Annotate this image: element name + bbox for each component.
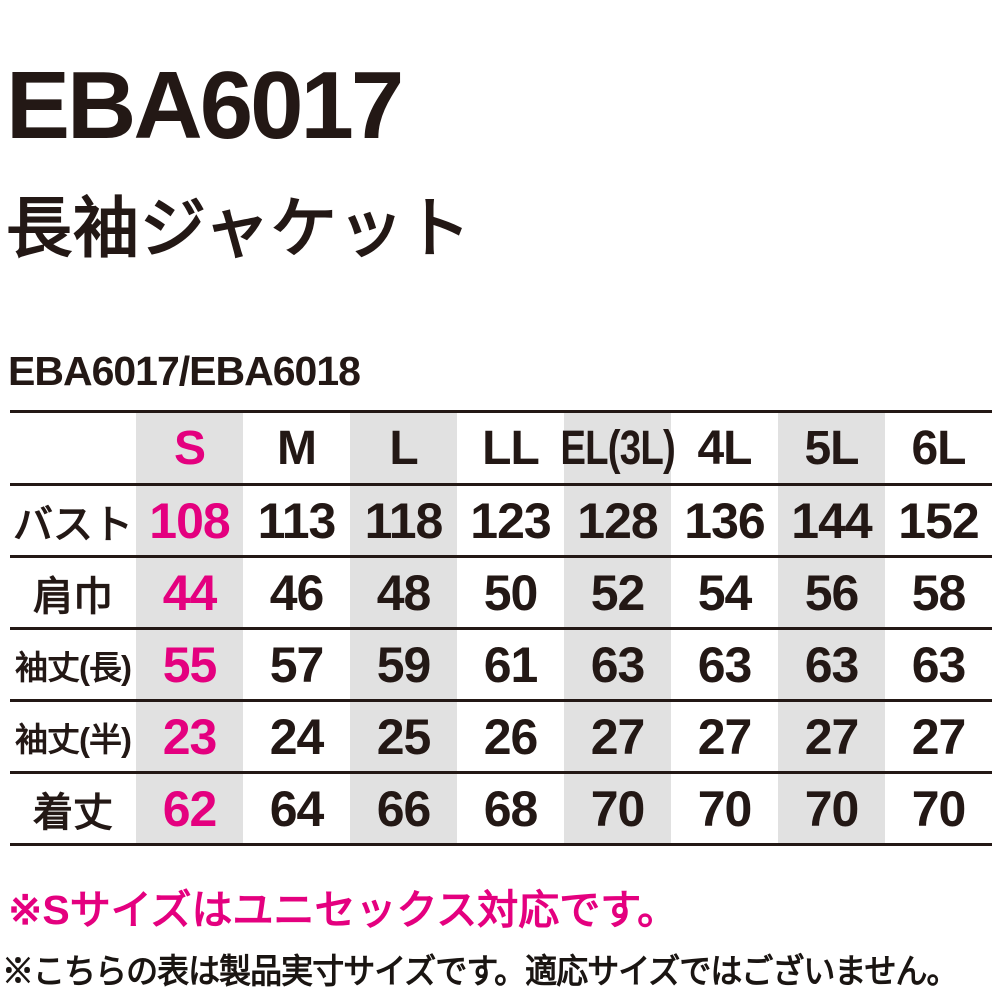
size-value: 70 — [885, 774, 992, 846]
size-value: 63 — [885, 630, 992, 702]
row-label-sleeve-long-text: 袖丈(長) — [15, 648, 132, 686]
size-value: 44 — [136, 558, 243, 630]
actual-size-note: ※こちらの表は製品実寸サイズです。適応サイズではございません。 — [2, 953, 958, 991]
column-header-el3l-label: EL(3L) — [560, 421, 675, 475]
size-table: S M L LL EL(3L) 4L 5L 6L バスト 108 113 118… — [10, 410, 992, 846]
size-value: 25 — [350, 702, 457, 774]
product-code-title: EBA6017 — [6, 52, 404, 159]
product-name: 長袖ジャケット — [6, 191, 472, 265]
size-value: 152 — [885, 486, 992, 558]
corner-cell — [10, 413, 136, 486]
size-value: 24 — [243, 702, 350, 774]
size-value: 50 — [457, 558, 564, 630]
size-value: 57 — [243, 630, 350, 702]
size-value: 113 — [243, 486, 350, 558]
size-value: 48 — [350, 558, 457, 630]
size-value: 70 — [671, 774, 778, 846]
column-header-s: S — [136, 413, 243, 486]
unisex-note: ※Sサイズはユニセックス対応です。 — [8, 887, 679, 933]
size-value: 59 — [350, 630, 457, 702]
size-value: 52 — [564, 558, 671, 630]
row-label-sleeve-half: 袖丈(半) — [10, 702, 136, 774]
size-value: 58 — [885, 558, 992, 630]
column-header-5l: 5L — [778, 413, 885, 486]
column-header-4l: 4L — [671, 413, 778, 486]
row-label-sleeve-long: 袖丈(長) — [10, 630, 136, 702]
size-value: 118 — [350, 486, 457, 558]
size-value: 64 — [243, 774, 350, 846]
size-value: 27 — [885, 702, 992, 774]
column-header-m: M — [243, 413, 350, 486]
size-value: 128 — [564, 486, 671, 558]
size-value: 27 — [671, 702, 778, 774]
size-value: 144 — [778, 486, 885, 558]
size-value: 70 — [778, 774, 885, 846]
size-value: 62 — [136, 774, 243, 846]
row-label-sleeve-half-text: 袖丈(半) — [15, 720, 132, 758]
size-value: 26 — [457, 702, 564, 774]
row-label-body-length: 着丈 — [10, 774, 136, 846]
row-label-shoulder: 肩巾 — [10, 558, 136, 630]
row-label-bust: バスト — [10, 486, 136, 558]
size-value: 55 — [136, 630, 243, 702]
size-value: 70 — [564, 774, 671, 846]
size-value: 63 — [778, 630, 885, 702]
size-value: 23 — [136, 702, 243, 774]
size-value: 46 — [243, 558, 350, 630]
size-value: 108 — [136, 486, 243, 558]
size-value: 63 — [564, 630, 671, 702]
size-value: 68 — [457, 774, 564, 846]
column-header-6l: 6L — [885, 413, 992, 486]
size-value: 27 — [564, 702, 671, 774]
size-value: 56 — [778, 558, 885, 630]
column-header-ll: LL — [457, 413, 564, 486]
size-value: 66 — [350, 774, 457, 846]
size-value: 54 — [671, 558, 778, 630]
size-value: 136 — [671, 486, 778, 558]
size-value: 123 — [457, 486, 564, 558]
size-value: 61 — [457, 630, 564, 702]
column-header-l: L — [350, 413, 457, 486]
column-header-el3l: EL(3L) — [560, 413, 676, 486]
size-value: 63 — [671, 630, 778, 702]
size-value: 27 — [778, 702, 885, 774]
models-line: EBA6017/EBA6018 — [8, 348, 361, 394]
